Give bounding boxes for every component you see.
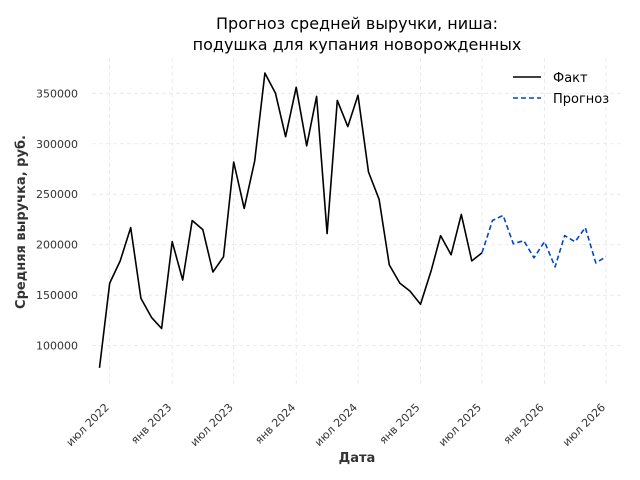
legend: Факт Прогноз xyxy=(513,71,609,107)
x-axis-label: Дата xyxy=(339,451,376,466)
grid xyxy=(92,58,623,386)
actual-line xyxy=(98,72,483,368)
axis-ticks: 100000 150000 200000 250000 300000 350000 июл … xyxy=(36,87,608,449)
y-tick-label: 300000 xyxy=(36,138,78,151)
y-tick-label: 150000 xyxy=(36,289,78,302)
x-tick-label: янв 2026 xyxy=(501,401,547,447)
y-tick-label: 350000 xyxy=(36,87,78,100)
x-tick-label: янв 2024 xyxy=(252,401,298,447)
chart-title-line-1: Прогноз средней выручки, ниша: xyxy=(216,14,498,33)
x-tick-label: июл 2026 xyxy=(560,401,608,449)
x-tick-label: июл 2025 xyxy=(436,401,484,449)
x-tick-label: янв 2023 xyxy=(128,401,174,447)
x-tick-label: июл 2024 xyxy=(312,401,360,449)
legend-label-fact: Факт xyxy=(553,71,588,86)
x-tick-label: июл 2023 xyxy=(188,401,236,449)
x-tick-label: июл 2022 xyxy=(64,401,112,449)
forecast-line xyxy=(481,214,607,268)
legend-label-forecast: Прогноз xyxy=(553,92,609,107)
x-tick-label: янв 2025 xyxy=(377,401,423,447)
y-tick-label: 100000 xyxy=(36,340,78,353)
chart-title-line-2: подушка для купания новорожденных xyxy=(193,35,522,54)
y-tick-label: 200000 xyxy=(36,239,78,252)
series-lines xyxy=(98,72,607,368)
y-axis-label: Средняя выручка, руб. xyxy=(14,135,29,309)
y-tick-label: 250000 xyxy=(36,188,78,201)
